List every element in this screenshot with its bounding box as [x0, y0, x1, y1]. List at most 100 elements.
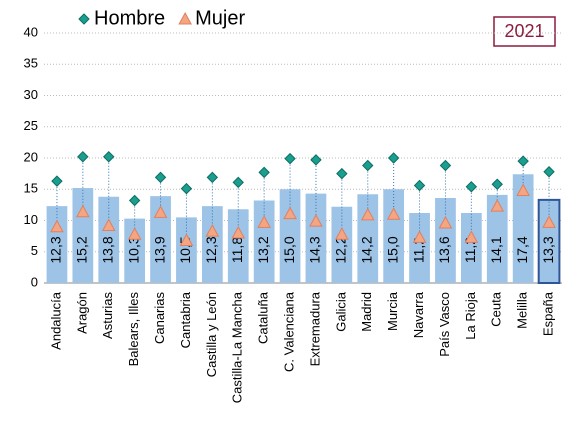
marker-hombre — [128, 194, 141, 207]
x-tick-label: Galicia — [333, 291, 348, 332]
value-label: 13,3 — [540, 236, 556, 263]
bar — [253, 200, 275, 283]
marker-mujer — [179, 233, 194, 246]
value-label: 11,2 — [462, 237, 478, 263]
x-tick-label: País Vasco — [437, 292, 452, 357]
marker-mujer — [257, 215, 271, 228]
bar — [98, 196, 120, 283]
y-tick-label: 0 — [31, 274, 38, 289]
x-tick-label: Canarias — [152, 292, 167, 345]
marker-hombre — [387, 152, 400, 164]
x-tick-label: Navarra — [411, 291, 426, 338]
marker-hombre — [206, 171, 219, 184]
marker-hombre — [465, 181, 478, 193]
marker-mujer — [335, 227, 349, 240]
bar — [201, 206, 223, 283]
marker-mujer — [360, 207, 375, 221]
value-label: 14,1 — [488, 236, 504, 263]
value-label: 15,2 — [74, 236, 90, 263]
y-tick-label: 30 — [24, 87, 38, 102]
bar — [331, 206, 353, 283]
marker-mujer — [283, 206, 297, 220]
marker-mujer — [50, 219, 64, 233]
x-tick-label: Cataluña — [256, 291, 271, 344]
value-label: 10,3 — [125, 236, 141, 263]
value-label: 11,8 — [229, 237, 245, 263]
x-tick-label: Murcia — [385, 291, 400, 331]
value-label: 13,8 — [99, 236, 115, 263]
marker-hombre — [310, 154, 322, 166]
x-tick-label: Castilla y León — [204, 292, 219, 377]
y-tick-label: 35 — [24, 56, 38, 71]
bar — [46, 206, 68, 283]
x-tick-label: Madrid — [359, 292, 374, 332]
bar — [383, 189, 405, 283]
y-tick-label: 10 — [24, 212, 38, 227]
marker-mujer — [542, 215, 556, 228]
x-tick-label: España — [540, 291, 555, 336]
x-tick-label: Cantabria — [178, 291, 193, 348]
x-tick-label: Andalucía — [48, 291, 63, 350]
bar — [486, 194, 508, 283]
marker-hombre — [154, 171, 167, 184]
marker-hombre — [284, 152, 296, 165]
value-label: 15,0 — [384, 236, 400, 263]
marker-mujer — [464, 230, 479, 243]
annotation-box — [493, 16, 556, 47]
x-tick-label: Castilla-La Mancha — [230, 291, 245, 403]
marker-mujer — [438, 215, 453, 229]
annotation: 2021 — [504, 21, 544, 41]
bar — [537, 198, 561, 284]
value-label: 15,0 — [281, 236, 297, 263]
legend-label: Mujer — [195, 7, 245, 29]
marker-hombre — [517, 155, 529, 167]
marker-hombre — [77, 151, 89, 163]
value-label: 14,2 — [358, 236, 374, 263]
marker-hombre — [78, 13, 90, 25]
bar — [305, 193, 327, 283]
value-label: 13,2 — [255, 236, 271, 263]
bar — [409, 213, 430, 283]
value-label: 13,9 — [151, 236, 167, 263]
value-label: 13,6 — [436, 236, 452, 263]
marker-hombre — [413, 179, 426, 192]
marker-hombre — [51, 175, 63, 187]
marker-hombre — [103, 151, 115, 163]
marker-mujer — [490, 199, 505, 212]
x-tick-label: Aragón — [74, 292, 89, 334]
marker-mujer — [101, 218, 116, 231]
y-tick-label: 40 — [24, 24, 38, 39]
x-tick-label: Melilla — [515, 291, 530, 329]
marker-hombre — [336, 167, 348, 180]
x-tick-label: Asturias — [100, 292, 115, 339]
marker-mujer — [178, 11, 192, 25]
marker-hombre — [491, 178, 503, 190]
marker-hombre — [362, 159, 374, 172]
value-label: 12,3 — [203, 236, 219, 263]
y-tick-label: 5 — [31, 243, 38, 258]
marker-mujer — [386, 207, 401, 220]
marker-mujer — [153, 205, 168, 218]
value-label: 12,3 — [48, 236, 64, 263]
bar — [512, 174, 534, 283]
marker-hombre — [439, 159, 452, 172]
marker-mujer — [76, 204, 90, 218]
y-tick-label: 25 — [24, 118, 38, 133]
marker-hombre — [258, 166, 270, 179]
bar — [357, 194, 379, 283]
bar — [72, 188, 94, 283]
marker-mujer — [205, 224, 220, 237]
bar — [279, 189, 301, 283]
x-tick-label: Extremadura — [307, 291, 322, 366]
value-label: 12,2 — [333, 236, 349, 263]
bar — [176, 217, 197, 283]
bar — [460, 213, 482, 283]
x-tick-label: Ceuta — [489, 291, 504, 326]
marker-hombre — [232, 176, 244, 189]
bar — [227, 209, 249, 283]
value-label: 14,3 — [307, 236, 323, 263]
marker-hombre — [543, 166, 555, 178]
y-tick-label: 20 — [24, 149, 38, 164]
x-tick-label: La Rioja — [463, 291, 478, 339]
